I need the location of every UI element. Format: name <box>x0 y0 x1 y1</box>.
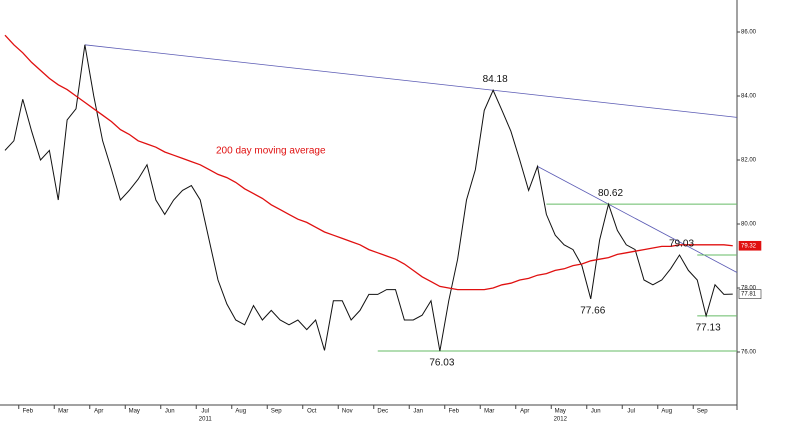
x-tick-label: Jul <box>627 409 635 415</box>
moving-average-line <box>4 34 733 291</box>
series-label: 200 day moving average <box>216 145 326 156</box>
x-tick-label: Oct <box>307 409 317 415</box>
x-tick-label: Aug <box>661 409 672 415</box>
y-tick-label: 84.00 <box>741 94 757 100</box>
x-tick-label: Dec <box>377 409 388 415</box>
end-label-box <box>738 240 762 251</box>
x-tick-label: Sep <box>271 409 282 415</box>
end-label: 77.81 <box>741 292 757 298</box>
x-tick-label: Jun <box>165 409 175 415</box>
x-tick-label: Apr <box>520 409 529 415</box>
x-tick-label: Jul <box>201 409 209 415</box>
x-tick-label: Feb <box>23 409 34 415</box>
x-tick-label: Nov <box>342 409 353 415</box>
price-line <box>4 44 733 352</box>
x-tick-label: Jan <box>413 409 423 415</box>
x-tick-label: Mar <box>484 409 494 415</box>
end-label: 79.32 <box>741 243 757 249</box>
trend-line <box>84 44 738 118</box>
y-tick-label: 80.00 <box>741 222 757 228</box>
x-tick-label: Sep <box>697 409 708 415</box>
x-tick-label: Feb <box>449 409 460 415</box>
value-label: 80.62 <box>598 188 623 199</box>
x-tick-label: Apr <box>94 409 103 415</box>
value-label: 76.03 <box>429 358 454 369</box>
value-label: 84.18 <box>483 74 508 85</box>
y-tick-label: 76.00 <box>741 350 757 356</box>
y-tick-label: 78.00 <box>741 286 757 292</box>
x-tick-label: May <box>129 409 140 415</box>
value-label: 77.13 <box>696 322 721 333</box>
x-tick-label: May <box>555 409 566 415</box>
x-tick-label: Mar <box>58 409 68 415</box>
year-label: 2011 <box>199 417 213 423</box>
year-label: 2012 <box>554 417 568 423</box>
value-label: 79.03 <box>669 239 694 250</box>
y-tick-label: 82.00 <box>741 158 757 164</box>
y-tick-label: 86.00 <box>741 30 757 36</box>
x-tick-label: Aug <box>235 409 246 415</box>
value-label: 77.66 <box>580 306 605 317</box>
end-label-box <box>738 289 762 299</box>
x-tick-label: Jun <box>591 409 601 415</box>
